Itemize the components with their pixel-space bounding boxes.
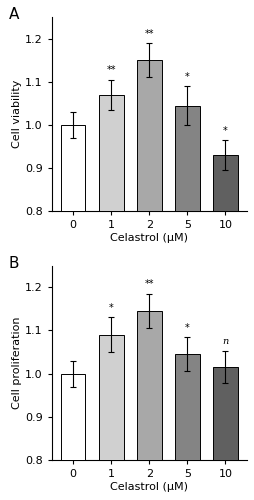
Bar xyxy=(174,106,199,500)
Text: *: * xyxy=(184,322,189,332)
Text: **: ** xyxy=(144,280,153,289)
Text: *: * xyxy=(184,72,189,82)
Bar xyxy=(212,367,237,500)
Bar xyxy=(98,334,123,500)
Bar xyxy=(212,155,237,500)
Bar xyxy=(60,125,85,500)
Text: **: ** xyxy=(144,28,153,38)
Text: *: * xyxy=(222,126,227,136)
Text: n: n xyxy=(221,338,228,346)
Text: **: ** xyxy=(106,66,115,76)
Bar xyxy=(60,374,85,500)
Bar xyxy=(98,94,123,500)
Bar xyxy=(174,354,199,500)
X-axis label: Celastrol (μM): Celastrol (μM) xyxy=(110,482,187,492)
Text: *: * xyxy=(108,303,113,313)
Text: A: A xyxy=(9,8,19,22)
Bar xyxy=(136,311,161,500)
Text: B: B xyxy=(9,256,19,271)
Y-axis label: Cell viability: Cell viability xyxy=(12,80,22,148)
Bar xyxy=(136,60,161,500)
X-axis label: Celastrol (μM): Celastrol (μM) xyxy=(110,233,187,243)
Y-axis label: Cell proliferation: Cell proliferation xyxy=(12,316,22,409)
